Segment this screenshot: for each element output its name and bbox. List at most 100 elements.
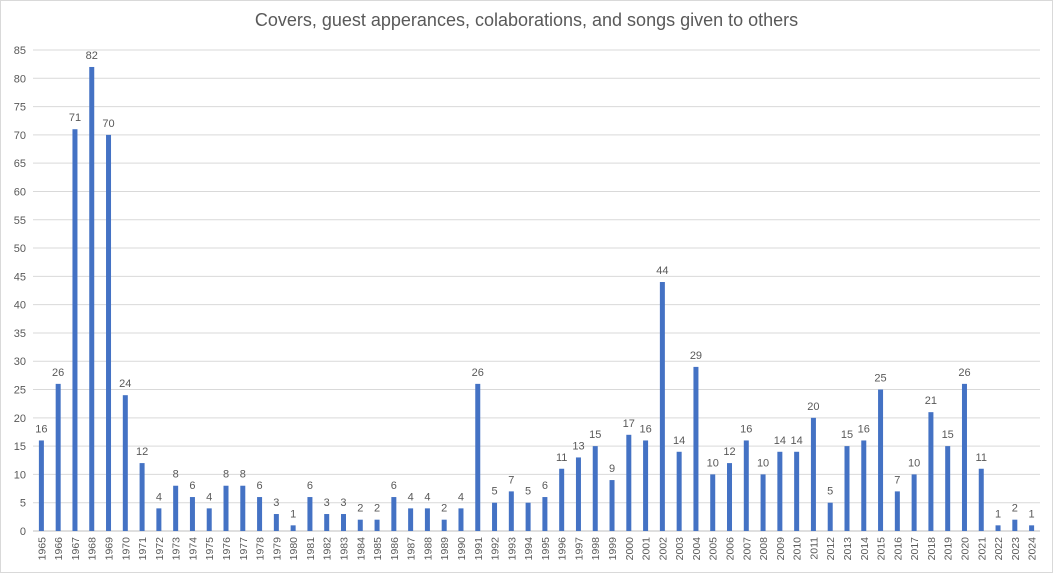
x-tick-label: 1986 [389,537,401,561]
data-label: 10 [757,457,769,469]
bar [961,383,967,531]
data-label: 6 [307,480,313,492]
chart-title: Covers, guest apperances, colaborations,… [254,10,799,30]
data-label: 70 [102,118,114,130]
bar [794,451,800,531]
bar [424,508,430,531]
x-tick-label: 2003 [674,537,686,561]
data-label: 2 [357,503,363,515]
x-tick-label: 2007 [741,537,753,561]
x-tick-label: 2001 [641,537,653,561]
bar [156,508,162,531]
bar [643,440,649,531]
bar [122,395,128,531]
x-tick-label: 2018 [926,537,938,561]
data-label: 15 [589,429,601,441]
data-label: 25 [874,373,886,385]
bar [945,446,951,531]
y-tick-label: 55 [14,215,26,227]
x-tick-label: 2011 [808,537,820,560]
x-tick-label: 1989 [439,537,451,561]
data-label: 6 [391,480,397,492]
bar [1012,519,1018,531]
y-tick-label: 0 [20,526,26,538]
data-label: 10 [707,457,719,469]
x-tick-label: 1984 [355,537,367,561]
x-tick-label: 2000 [624,537,636,561]
y-tick-label: 20 [14,413,26,425]
data-label: 2 [441,503,447,515]
x-tick-label: 2012 [825,537,837,561]
x-tick-label: 1998 [590,537,602,561]
data-label: 71 [69,112,81,124]
data-label: 4 [458,491,464,503]
y-tick-label: 15 [14,441,26,453]
data-label: 4 [408,491,414,503]
x-tick-label: 1979 [271,537,283,561]
data-label: 9 [609,463,615,475]
x-tick-label: 1992 [490,537,502,561]
data-label: 17 [623,418,635,430]
bar [542,497,548,531]
x-tick-label: 2016 [892,537,904,561]
data-label: 13 [572,440,584,452]
bar [340,514,346,531]
x-tick-label: 2021 [976,537,988,561]
bar [508,491,514,531]
data-label: 1 [1029,508,1035,520]
bar [492,502,498,531]
bar [458,508,464,531]
bar [760,474,766,531]
x-tick-label: 1999 [607,537,619,561]
x-tick-label: 1982 [322,537,334,561]
data-label: 16 [639,423,651,435]
data-label: 26 [472,367,484,379]
data-label: 8 [223,469,229,481]
bar [743,440,749,531]
bar [659,282,665,531]
y-tick-label: 25 [14,385,26,397]
x-tick-label: 1985 [372,537,384,561]
x-tick-label: 2023 [1010,537,1022,561]
data-label: 10 [908,457,920,469]
x-tick-label: 2017 [909,537,921,561]
bar [72,129,78,532]
data-label: 1 [995,508,1001,520]
x-tick-label: 2005 [708,537,720,561]
x-tick-label: 1991 [473,537,485,561]
bar [374,519,380,531]
y-tick-label: 50 [14,243,26,255]
x-tick-label: 2024 [1027,537,1039,561]
bar [710,474,716,531]
y-tick-label: 80 [14,73,26,85]
y-tick-label: 35 [14,328,26,340]
bar [575,457,581,531]
bar [55,383,61,531]
x-tick-label: 2022 [993,537,1005,561]
bar [693,366,699,531]
bar [525,502,531,531]
bar [1029,525,1035,531]
bar [928,412,934,531]
data-label: 11 [556,452,567,464]
x-tick-label: 1968 [87,537,99,561]
data-label: 12 [136,446,148,458]
bar [894,491,900,531]
bar [441,519,447,531]
bar [290,525,296,531]
bar [89,66,95,531]
data-label: 16 [858,423,870,435]
y-tick-label: 5 [20,498,26,510]
bar [978,468,984,531]
data-label: 82 [86,50,98,62]
data-label: 3 [340,497,346,509]
bar [995,525,1001,531]
x-tick-label: 1969 [104,537,116,561]
x-tick-label: 2020 [959,537,971,561]
x-tick-label: 1975 [204,537,216,561]
x-tick-label: 1983 [338,537,350,561]
x-tick-label: 2015 [876,537,888,561]
bar [810,417,816,531]
x-tick-label: 1977 [238,537,250,561]
